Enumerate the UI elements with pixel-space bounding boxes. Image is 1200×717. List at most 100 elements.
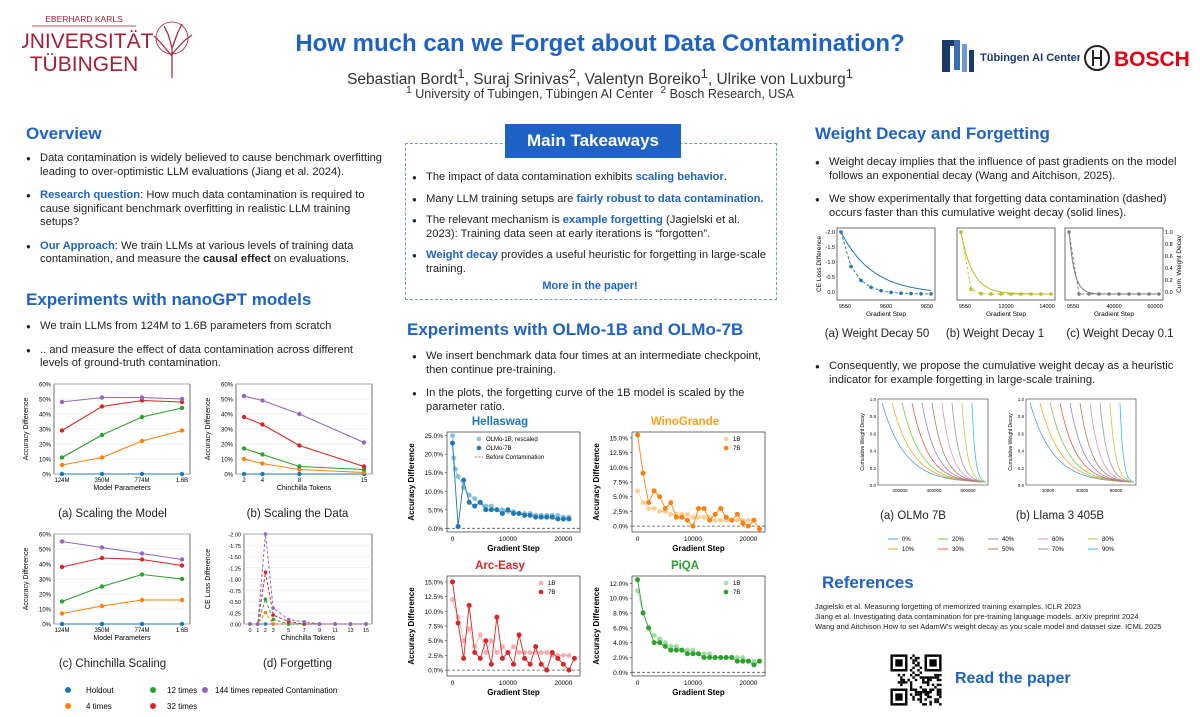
data-point	[59, 599, 65, 604]
legend-label: 60%	[1052, 537, 1065, 543]
x-tick-label: 9600	[880, 304, 892, 310]
y-tick-label: 0.0	[1165, 290, 1173, 296]
overview-bullet-3: Our Approach: We train LLMs at various l…	[26, 240, 384, 267]
data-point	[248, 622, 252, 626]
qr-module	[939, 688, 942, 691]
plot-frame	[1064, 227, 1164, 301]
data-point	[455, 523, 461, 529]
data-point	[455, 614, 461, 620]
data-point	[662, 640, 668, 646]
y-axis-label: Accuracy Difference	[407, 443, 416, 521]
authors: Sebastian Bordt1, Suraj Srinivas2, Valen…	[347, 66, 853, 89]
y-tick-label: 50%	[221, 398, 234, 404]
text: We insert benchmark data four times at a…	[426, 350, 761, 376]
weight-decay-charts: 9550 9600 9650 Gradient Step -2.0 -1.5 -1.0 -0.…	[816, 227, 1183, 318]
legend-label: 10%	[902, 547, 915, 553]
qr-module	[936, 700, 940, 704]
bosch-armature-icon	[1084, 45, 1110, 71]
y-tick-label: 1.0	[1165, 230, 1173, 236]
data-point	[566, 652, 572, 658]
y-tick-label: 10%	[39, 608, 52, 614]
data-point	[483, 503, 489, 509]
y-tick-label: 40%	[221, 413, 234, 419]
legend-label: OLMo-1B, rescaled	[486, 437, 538, 443]
series-line	[243, 395, 365, 444]
forgetting-curve	[960, 231, 1051, 295]
takeaway-2: Many LLM training setups are fairly robu…	[412, 193, 768, 207]
data-point	[555, 512, 561, 518]
data-point	[494, 649, 500, 655]
qr-module	[936, 678, 940, 682]
x-axis-label: Gradient Step	[1094, 311, 1134, 318]
bosch-logo-graphic: BOSCH	[1084, 45, 1190, 71]
qr-module	[914, 693, 918, 696]
x-tick-label: 0	[636, 680, 640, 687]
qr-module	[917, 656, 920, 660]
x-axis-label: Gradient Step	[986, 311, 1026, 318]
qr-module	[939, 678, 942, 682]
y-tick-label: 10%	[39, 458, 52, 464]
legend-label: 0%	[902, 537, 911, 543]
y-axis-label-right: Cum. Weight Decay	[1176, 234, 1183, 292]
qr-module	[909, 693, 913, 696]
cumulative-decay-curve	[960, 231, 1052, 295]
series-line	[452, 599, 569, 656]
data-point	[483, 638, 489, 644]
data-point	[635, 577, 641, 583]
data-point	[745, 658, 751, 664]
causal-effect: causal effect	[202, 253, 271, 265]
data-point	[1077, 292, 1081, 296]
qr-module	[929, 676, 932, 679]
data-point	[59, 471, 65, 477]
x-tick-label: 15	[361, 478, 368, 484]
qr-code-icon[interactable]	[888, 652, 944, 708]
data-point	[483, 507, 489, 513]
author: Valentyn Boreiko	[584, 71, 701, 89]
qr-module	[939, 673, 942, 677]
text: Many LLM training setups are	[426, 192, 577, 205]
data-point	[59, 611, 65, 616]
legend-holdout: Holdout	[65, 686, 114, 695]
y-tick-label: 30%	[221, 428, 234, 434]
data-point	[263, 610, 268, 615]
read-paper-link[interactable]: Read the paper	[955, 670, 1071, 687]
qr-module	[919, 693, 923, 696]
qr-module	[922, 681, 925, 684]
x-tick-label: 0	[451, 680, 455, 687]
qr-module	[931, 676, 935, 679]
y-tick-label: 8.0%	[613, 611, 628, 618]
data-point	[499, 507, 505, 513]
qr-module	[917, 698, 920, 701]
data-point	[679, 647, 685, 653]
qr-module	[909, 656, 913, 660]
y-tick-label: 10.0%	[610, 465, 629, 472]
text: Data contamination is widely believed to…	[40, 152, 383, 178]
y-tick-label: 20%	[39, 443, 52, 449]
data-point	[59, 399, 65, 405]
tree-icon	[153, 21, 193, 78]
overview-bullets: Data contamination is widely believed to…	[26, 152, 384, 277]
data-point	[99, 404, 105, 409]
data-point	[99, 545, 105, 550]
text: on evaluations.	[270, 253, 350, 265]
data-point	[673, 647, 679, 653]
y-tick-label: 2.5%	[428, 653, 443, 660]
cumulative-decay-curve	[941, 402, 987, 483]
data-point	[271, 613, 275, 617]
more-in-paper-link[interactable]: More in the paper!	[542, 280, 638, 292]
qr-module	[912, 666, 915, 670]
university-logo: EBERHARD KARLS UNIVERSITÄT TÜBINGEN	[15, 8, 212, 80]
data-point	[477, 499, 483, 505]
data-point	[734, 517, 740, 523]
data-point	[455, 620, 461, 626]
data-point	[959, 230, 963, 234]
data-point	[99, 555, 105, 561]
data-point	[263, 597, 268, 602]
qr-module	[897, 681, 901, 684]
y-tick-label: 40%	[39, 563, 52, 569]
legend-12-times: 12 times	[150, 686, 197, 695]
qr-module	[897, 673, 901, 677]
data-point	[679, 514, 685, 520]
y-axis-label: CE Loss Difference	[816, 236, 823, 292]
data-point	[494, 507, 500, 513]
